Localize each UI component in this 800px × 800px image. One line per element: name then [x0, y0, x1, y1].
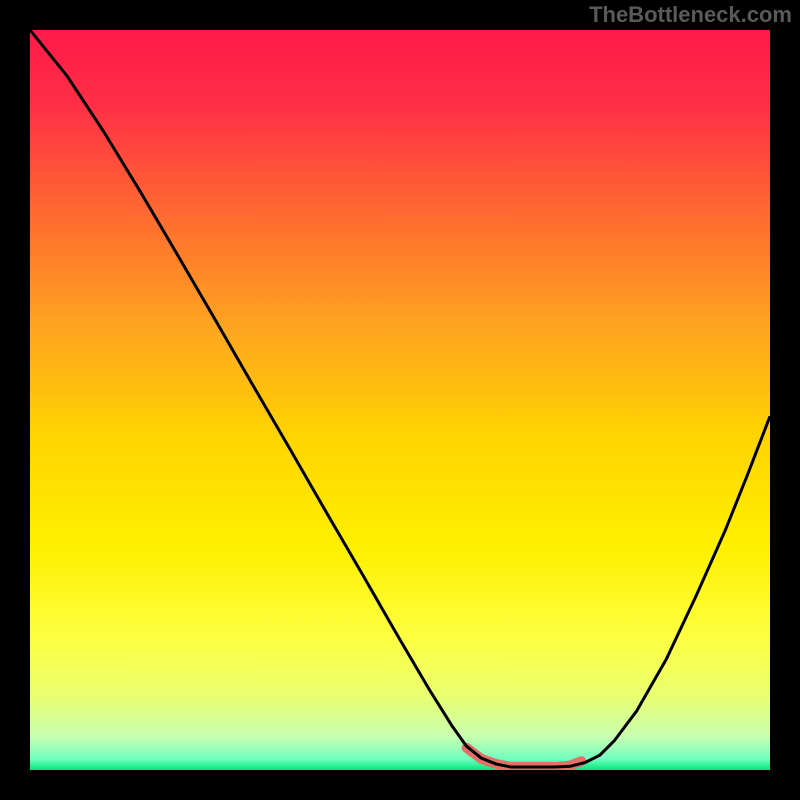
plot-area: [30, 30, 770, 770]
performance-curve: [30, 30, 770, 767]
bottleneck-curve: [30, 30, 770, 770]
optimal-range-marker: [467, 748, 582, 767]
attribution-text: TheBottleneck.com: [589, 2, 792, 28]
bottleneck-chart: TheBottleneck.com: [0, 0, 800, 800]
